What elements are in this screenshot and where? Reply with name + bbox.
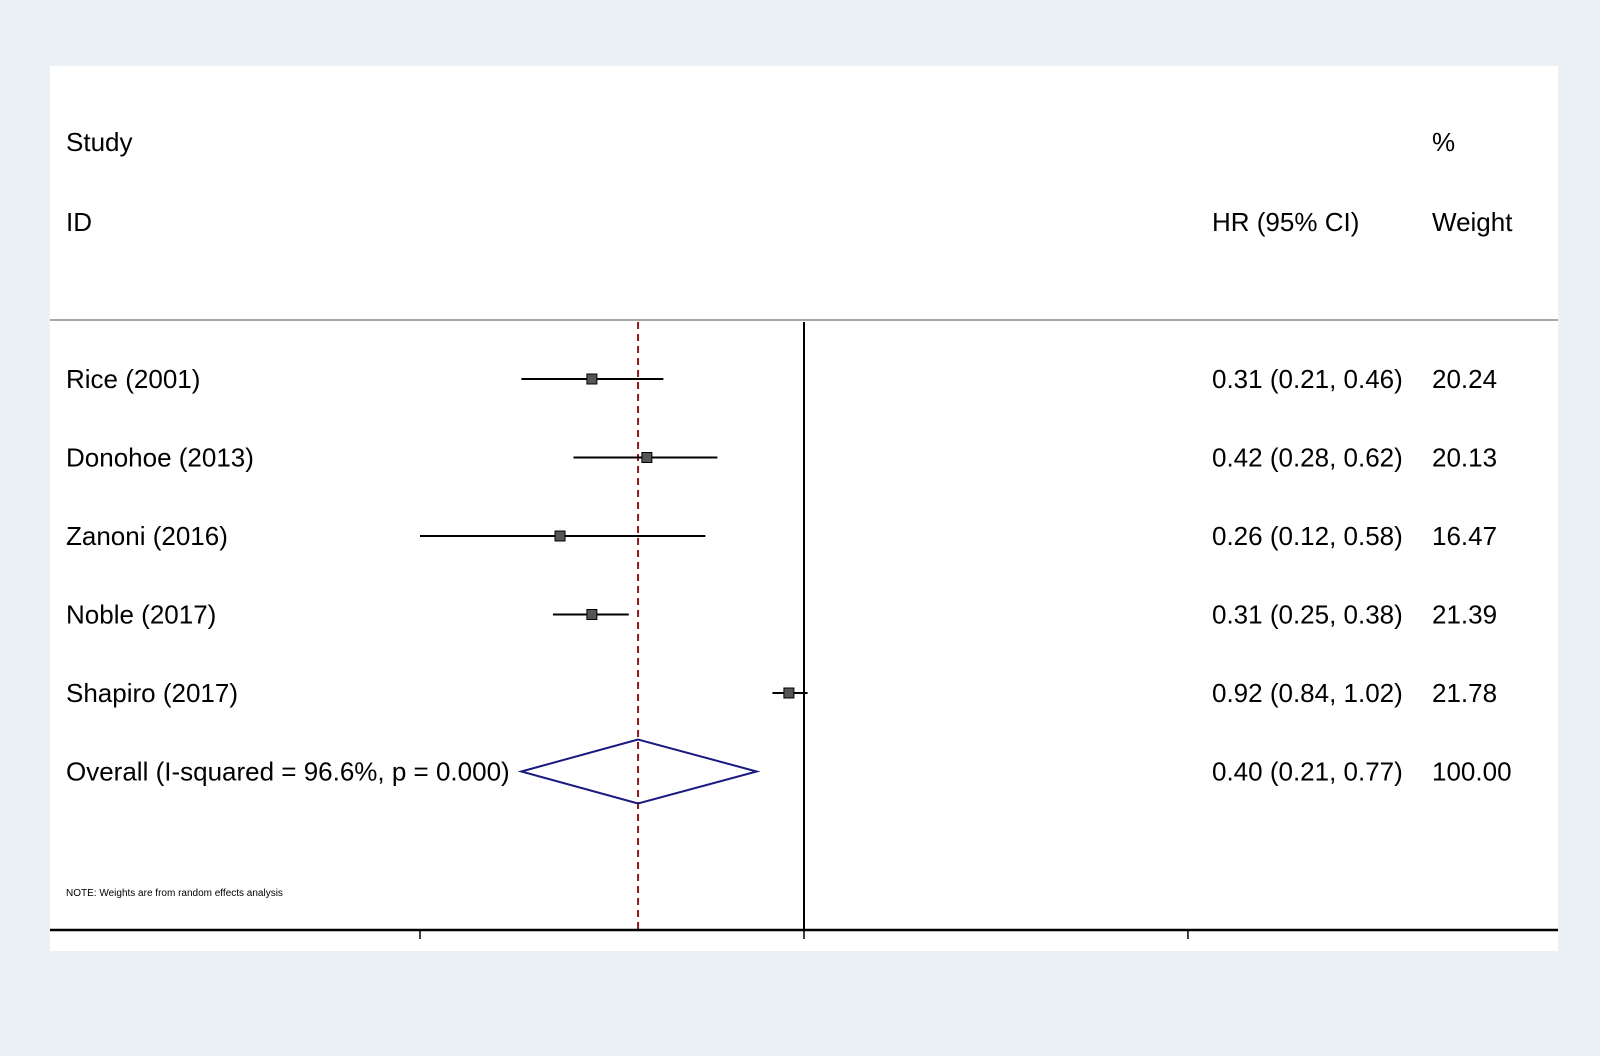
study-weight: 21.39: [1432, 600, 1497, 630]
study-ci-text: 0.31 (0.25, 0.38): [1212, 600, 1403, 630]
header-weight: Weight: [1432, 207, 1513, 237]
header-id: ID: [66, 207, 92, 237]
forest-plot-frame: Study ID HR (95% CI) % Weight Rice (2001…: [50, 66, 1558, 951]
header-effect: HR (95% CI): [1212, 207, 1359, 237]
study-label: Shapiro (2017): [66, 678, 238, 708]
study-label: Noble (2017): [66, 600, 216, 630]
study-weight: 20.24: [1432, 364, 1497, 394]
study-label: Rice (2001): [66, 364, 200, 394]
study-label: Donohoe (2013): [66, 443, 254, 473]
study-point-estimate: [641, 452, 653, 463]
study-point-estimate: [586, 373, 598, 385]
study-weight: 21.78: [1432, 678, 1497, 708]
study-label: Zanoni (2016): [66, 521, 228, 551]
study-weight: 20.13: [1432, 443, 1497, 473]
forest-plot: Study ID HR (95% CI) % Weight Rice (2001…: [50, 127, 1558, 939]
x-axis-ticks: .1218.33: [419, 930, 1189, 939]
study-ci-text: 0.42 (0.28, 0.62): [1212, 443, 1403, 473]
study-weight: 16.47: [1432, 521, 1497, 551]
overall-label: Overall (I-squared = 96.6%, p = 0.000): [66, 757, 510, 787]
header-study: Study: [66, 127, 133, 157]
overall-diamond: [517, 738, 761, 805]
study-point-estimate: [586, 609, 598, 620]
study-point-estimate: [783, 687, 795, 699]
study-ci-text: 0.92 (0.84, 1.02): [1212, 678, 1403, 708]
overall-ci-text: 0.40 (0.21, 0.77): [1212, 757, 1403, 787]
study-ci-text: 0.26 (0.12, 0.58): [1212, 521, 1403, 551]
plot-marks: [420, 322, 808, 930]
overall-weight: 100.00: [1432, 757, 1512, 787]
study-point-estimate: [554, 530, 566, 542]
header-percent: %: [1432, 127, 1455, 157]
study-ci-text: 0.31 (0.21, 0.46): [1212, 364, 1403, 394]
note-text: NOTE: Weights are from random effects an…: [66, 888, 283, 899]
